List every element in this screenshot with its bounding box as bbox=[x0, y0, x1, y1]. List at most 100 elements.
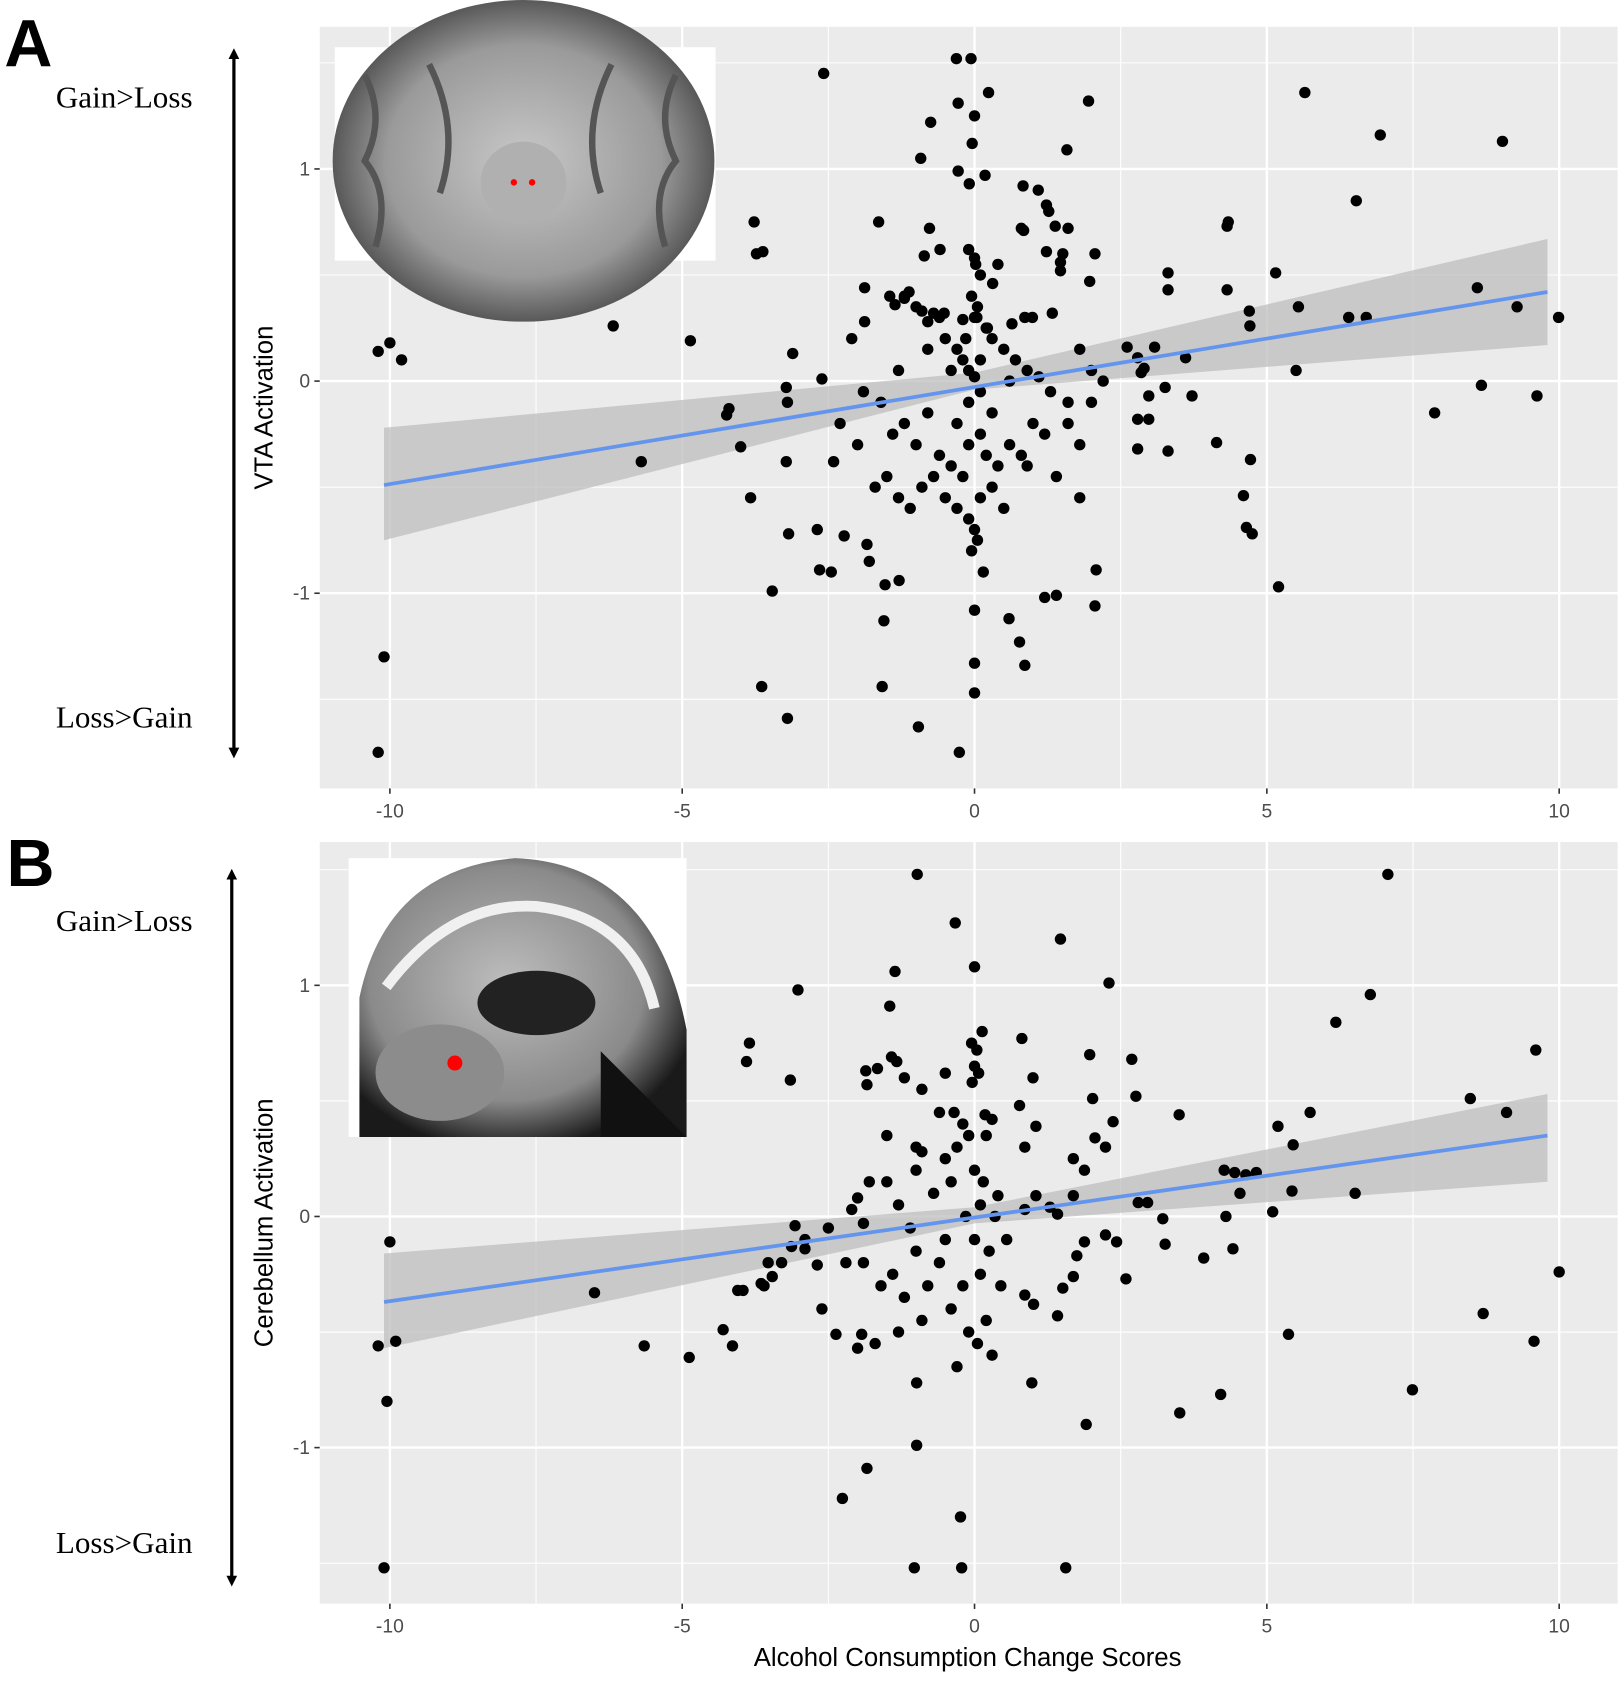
data-point bbox=[1304, 1106, 1316, 1119]
data-point bbox=[945, 1303, 957, 1315]
data-point bbox=[898, 1291, 911, 1304]
data-point bbox=[384, 1236, 396, 1248]
data-point bbox=[869, 481, 881, 493]
data-point bbox=[965, 290, 978, 302]
data-point bbox=[717, 1324, 729, 1336]
roi-marker-cerebellum bbox=[447, 1055, 463, 1071]
data-point bbox=[983, 1245, 995, 1257]
data-point bbox=[1496, 135, 1509, 148]
data-point bbox=[933, 449, 946, 462]
data-point bbox=[743, 1037, 756, 1049]
x-axis-title: Alcohol Consumption Change Scores bbox=[754, 1644, 1182, 1672]
data-point bbox=[1120, 1273, 1132, 1285]
data-point bbox=[1074, 439, 1086, 451]
data-point bbox=[1019, 1289, 1031, 1301]
data-point bbox=[945, 460, 957, 472]
data-point bbox=[986, 1113, 998, 1126]
data-point bbox=[982, 86, 995, 99]
data-point bbox=[869, 1337, 881, 1350]
data-point bbox=[951, 343, 963, 355]
data-point bbox=[922, 407, 934, 419]
data-point bbox=[1060, 1562, 1072, 1574]
data-point bbox=[780, 381, 792, 394]
annotation-gain-loss-a: Gain>Loss bbox=[56, 79, 193, 114]
data-point bbox=[924, 116, 937, 128]
data-point bbox=[1089, 248, 1101, 260]
data-point bbox=[1000, 1233, 1013, 1246]
data-point bbox=[1406, 1384, 1419, 1396]
data-point bbox=[1349, 1187, 1361, 1200]
data-point bbox=[1103, 977, 1115, 989]
data-point bbox=[827, 456, 840, 468]
data-point bbox=[1057, 248, 1069, 260]
data-point bbox=[1067, 1189, 1080, 1202]
data-point bbox=[1019, 659, 1031, 672]
inset-sagittal-brain bbox=[348, 858, 687, 1138]
data-point bbox=[1027, 417, 1039, 430]
data-point bbox=[922, 343, 934, 355]
data-point bbox=[1038, 428, 1051, 440]
x-tick-label: -5 bbox=[674, 1617, 691, 1638]
data-point bbox=[1107, 1116, 1119, 1128]
data-point bbox=[1017, 224, 1030, 237]
data-point bbox=[971, 1337, 984, 1350]
data-point bbox=[939, 1067, 951, 1079]
data-point bbox=[939, 1153, 951, 1165]
data-point bbox=[1071, 1250, 1083, 1262]
data-point bbox=[395, 354, 408, 366]
data-point bbox=[992, 1189, 1004, 1202]
data-point bbox=[1021, 364, 1033, 377]
inset-axial-brain bbox=[333, 0, 716, 322]
data-point bbox=[986, 481, 998, 493]
data-point bbox=[1054, 265, 1067, 277]
x-tick-label: 0 bbox=[969, 1617, 980, 1638]
data-point bbox=[1043, 205, 1055, 218]
data-point bbox=[910, 1377, 923, 1389]
data-point bbox=[1026, 1377, 1038, 1389]
data-point bbox=[1126, 1053, 1138, 1065]
data-point bbox=[916, 1314, 928, 1327]
data-point bbox=[968, 1060, 981, 1072]
data-point bbox=[1016, 1032, 1028, 1045]
data-point bbox=[1099, 1229, 1112, 1241]
data-point bbox=[892, 1199, 905, 1211]
data-point bbox=[933, 1257, 946, 1269]
data-point bbox=[834, 417, 846, 430]
data-point bbox=[1174, 1407, 1186, 1419]
data-point bbox=[1179, 352, 1192, 364]
data-point bbox=[974, 269, 987, 281]
y-axis-title-a: VTA Activation bbox=[251, 326, 279, 490]
data-point bbox=[968, 1233, 981, 1246]
data-point bbox=[875, 1280, 887, 1292]
data-point bbox=[966, 137, 978, 150]
data-point bbox=[881, 1176, 893, 1188]
data-point bbox=[1374, 129, 1386, 141]
data-point bbox=[861, 1462, 873, 1475]
data-point bbox=[816, 1303, 828, 1315]
data-point bbox=[945, 1176, 957, 1188]
data-point bbox=[898, 417, 911, 430]
data-point bbox=[1234, 1187, 1246, 1200]
data-point bbox=[390, 1335, 402, 1347]
data-point bbox=[922, 1280, 934, 1292]
data-point bbox=[836, 1492, 849, 1505]
data-point bbox=[974, 428, 987, 440]
data-point bbox=[1006, 318, 1018, 330]
data-point bbox=[986, 332, 998, 345]
y-tick-label: -1 bbox=[293, 1438, 310, 1459]
data-point bbox=[1089, 600, 1101, 612]
data-point bbox=[720, 409, 733, 421]
data-point bbox=[1097, 375, 1109, 387]
data-point bbox=[1078, 1164, 1091, 1176]
data-point bbox=[884, 1000, 896, 1012]
data-point bbox=[1143, 390, 1155, 402]
data-point bbox=[974, 1199, 987, 1211]
data-point bbox=[974, 1268, 987, 1280]
data-point bbox=[918, 250, 930, 262]
data-point bbox=[953, 746, 966, 759]
data-point bbox=[1162, 445, 1174, 457]
data-point bbox=[1553, 1266, 1565, 1278]
data-point bbox=[1464, 1092, 1476, 1105]
data-point bbox=[881, 470, 893, 483]
data-point bbox=[933, 1106, 946, 1119]
